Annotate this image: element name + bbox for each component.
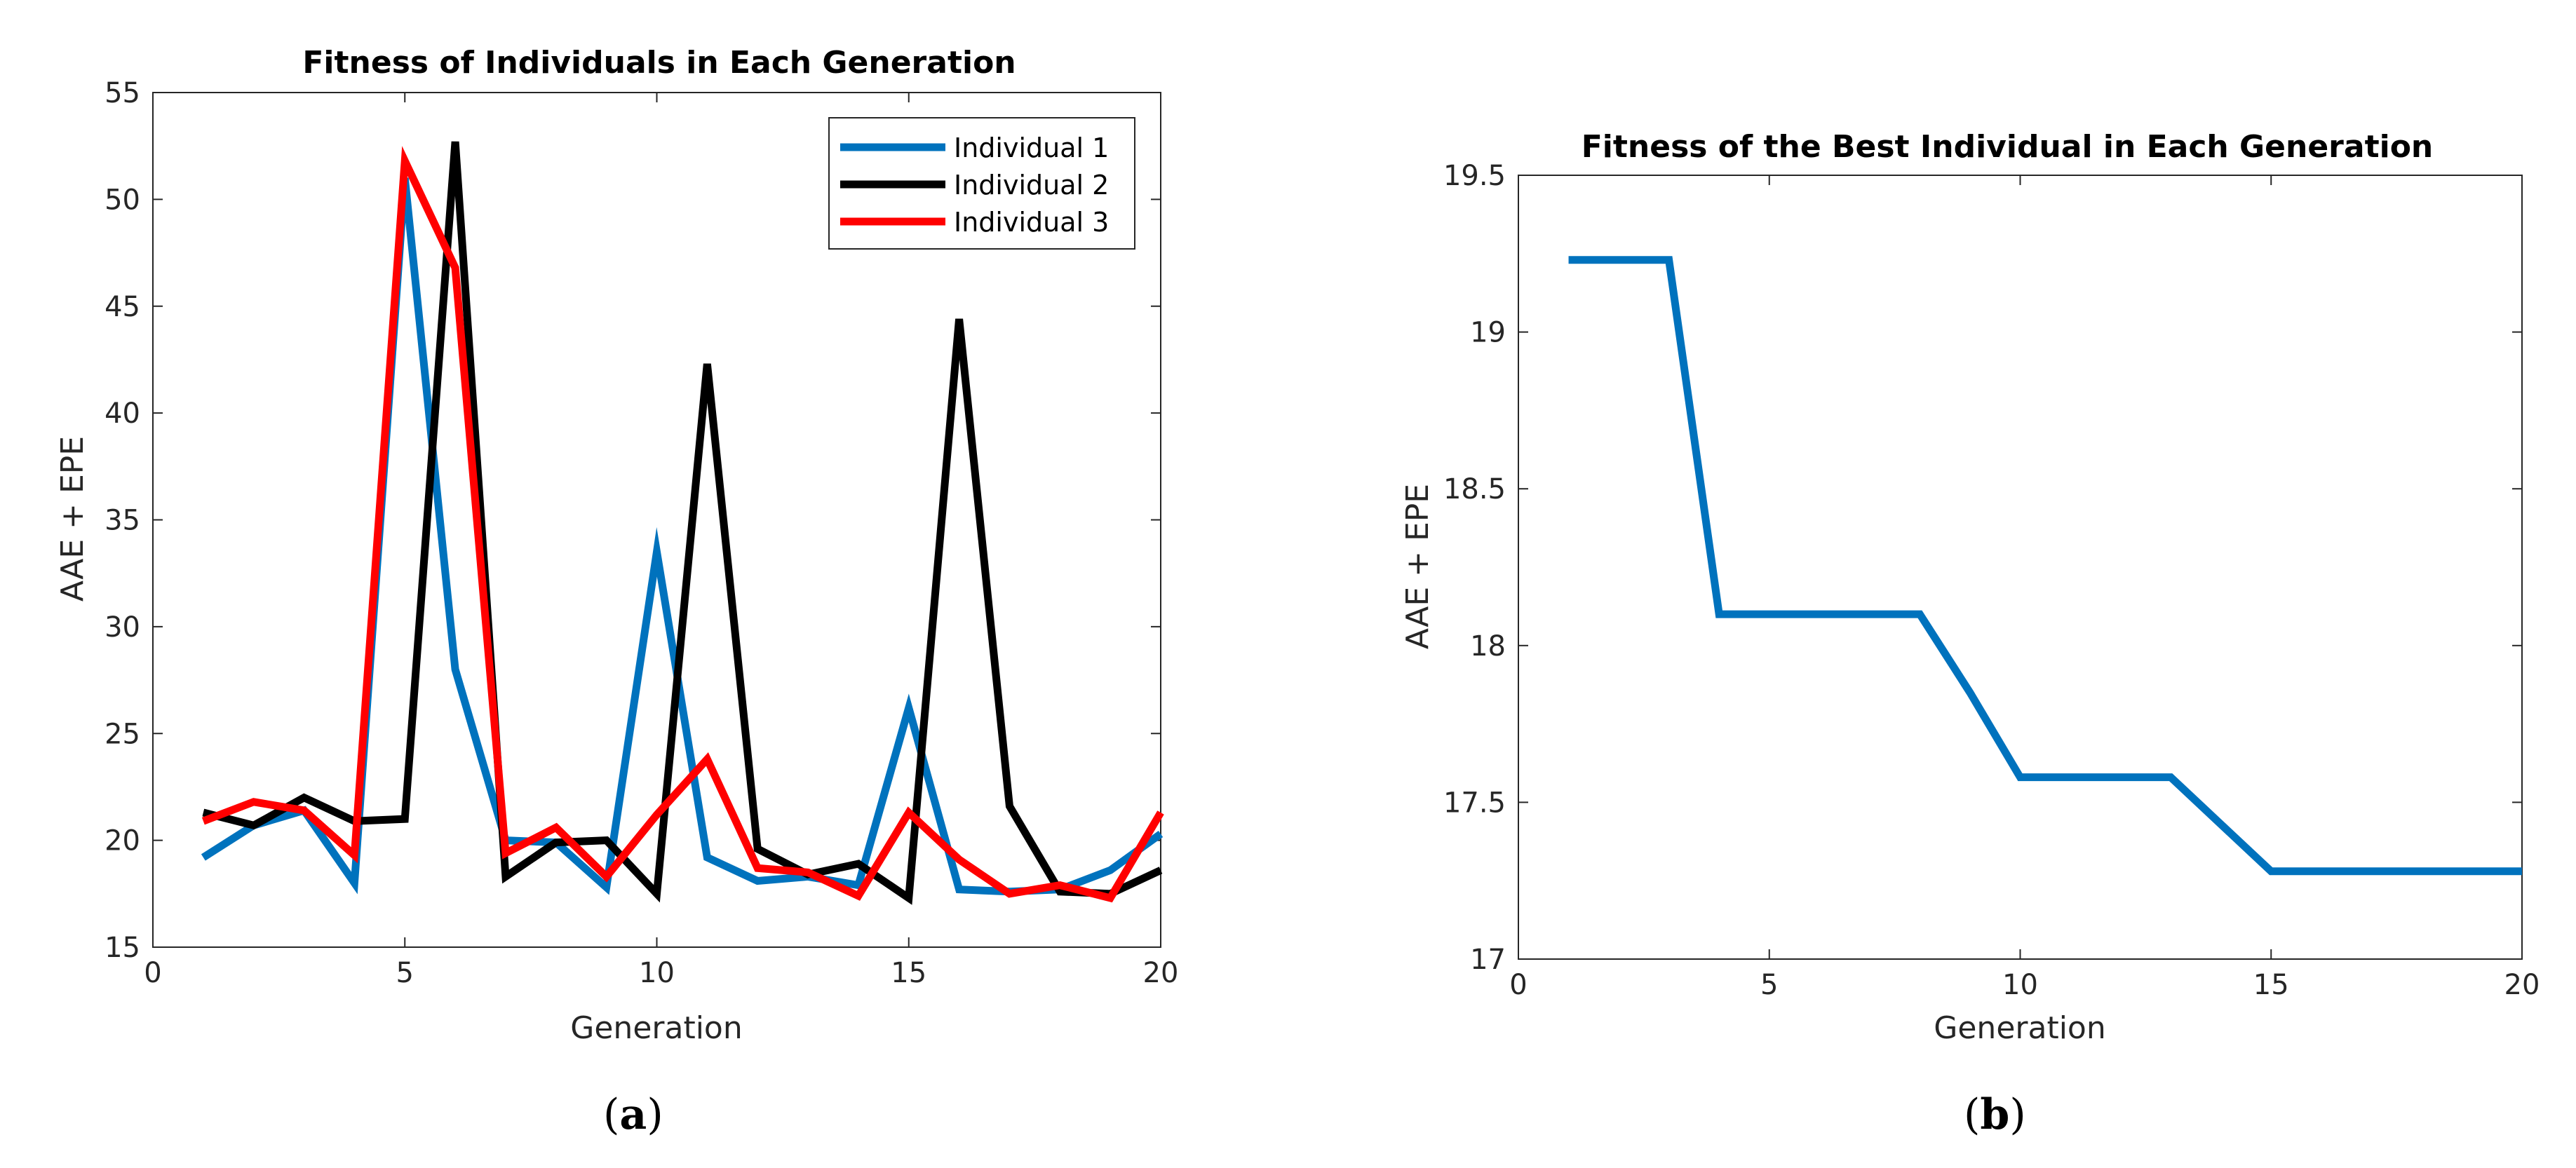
chart-b: Fitness of the Best Individual in Each G… xyxy=(1400,129,2540,1046)
x-tick-label: 0 xyxy=(1509,969,1527,1001)
chart-a: Fitness of Individuals in Each Generatio… xyxy=(55,45,1178,1046)
x-tick-label: 0 xyxy=(144,957,161,989)
y-tick-label: 45 xyxy=(104,291,140,323)
y-tick-label: 19.5 xyxy=(1443,160,1506,192)
legend-label-3: Individual 3 xyxy=(954,207,1109,238)
chart-a-ticks: 0 5 10 15 20 15 20 25 30 35 40 45 50 55 xyxy=(104,77,1178,989)
y-tick-label: 25 xyxy=(104,718,140,750)
chart-a-legend: Individual 1 Individual 2 Individual 3 xyxy=(828,117,1135,250)
y-tick-label: 19 xyxy=(1470,317,1506,349)
x-tick-label: 15 xyxy=(891,957,926,989)
y-tick-label: 18.5 xyxy=(1443,473,1506,505)
x-tick-label: 5 xyxy=(1760,969,1778,1001)
y-tick-label: 17 xyxy=(1470,944,1506,976)
chart-a-ylabel: AAE + EPE xyxy=(55,436,90,602)
x-tick-label: 15 xyxy=(2253,969,2289,1001)
y-tick-label: 55 xyxy=(104,77,140,109)
series-line-3 xyxy=(201,146,1164,903)
chart-a-title: Fitness of Individuals in Each Generatio… xyxy=(302,45,1016,81)
y-tick-label: 18 xyxy=(1470,630,1506,663)
series-line-1 xyxy=(1568,256,2522,876)
x-tick-label: 10 xyxy=(2002,969,2038,1001)
legend-label-2: Individual 2 xyxy=(954,170,1109,201)
y-tick-label: 20 xyxy=(104,825,140,857)
chart-b-title: Fitness of the Best Individual in Each G… xyxy=(1582,129,2434,165)
chart-b-ylabel: AAE + EPE xyxy=(1400,484,1436,649)
x-tick-label: 10 xyxy=(639,957,675,989)
chart-b-series xyxy=(1568,256,2522,876)
y-tick-label: 30 xyxy=(104,611,140,644)
y-tick-label: 15 xyxy=(104,932,140,964)
x-tick-label: 5 xyxy=(396,957,414,989)
y-tick-label: 17.5 xyxy=(1443,787,1506,819)
y-tick-label: 35 xyxy=(104,505,140,537)
x-tick-label: 20 xyxy=(1143,957,1179,989)
caption-b: (b) xyxy=(1964,1090,2026,1139)
y-tick-label: 50 xyxy=(104,184,140,216)
chart-b-ticks: 0 5 10 15 20 17 17.5 18 18.5 19 19.5 xyxy=(1443,160,2540,1001)
chart-a-series xyxy=(201,141,1164,905)
chart-b-plot-area xyxy=(1518,175,2523,960)
series-line-2 xyxy=(202,141,1163,905)
chart-b-xlabel: Generation xyxy=(1934,1010,2105,1046)
x-tick-label: 20 xyxy=(2504,969,2540,1001)
caption-a: (a) xyxy=(603,1090,663,1139)
legend-label-1: Individual 1 xyxy=(954,133,1109,163)
y-tick-label: 40 xyxy=(104,398,140,430)
chart-a-xlabel: Generation xyxy=(570,1010,742,1046)
